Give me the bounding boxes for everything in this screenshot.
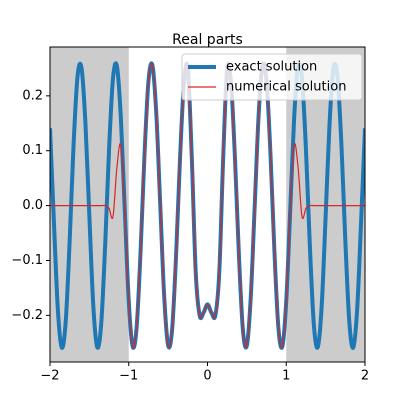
y-tick-label: 0.0: [22, 198, 43, 213]
x-tick-label: 0: [203, 369, 211, 384]
x-tick-label: 2: [361, 369, 369, 384]
y-tick-label: −0.1: [11, 253, 43, 268]
legend-box: [181, 53, 363, 101]
chart-title: Real parts: [172, 32, 243, 48]
legend-label: numerical solution: [226, 80, 346, 95]
y-tick-label: −0.2: [11, 308, 43, 323]
legend-label: exact solution: [226, 60, 317, 75]
x-tick-label: 1: [282, 369, 290, 384]
y-tick-label: 0.2: [22, 88, 43, 103]
x-tick-label: −2: [40, 369, 59, 384]
x-tick-label: −1: [119, 369, 138, 384]
y-tick-label: 0.1: [22, 143, 43, 158]
series-line: [50, 62, 365, 349]
